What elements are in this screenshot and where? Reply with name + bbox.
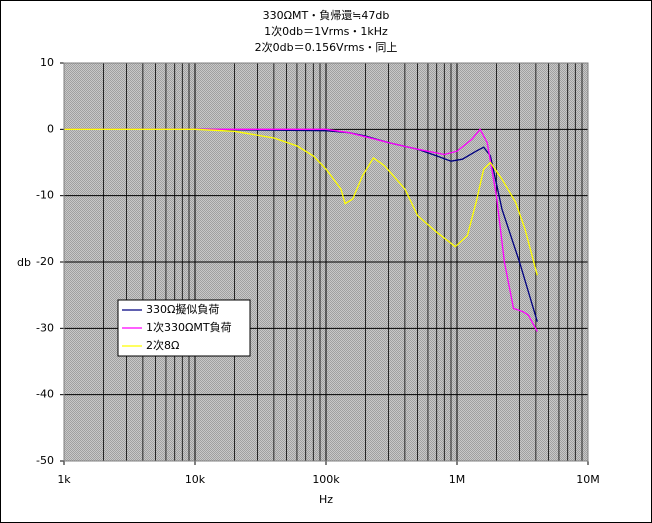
legend-label: 330Ω擬似負荷 (146, 302, 219, 316)
y-tick-label: -10 (36, 189, 54, 202)
x-tick-label: 1k (57, 473, 71, 486)
y-tick-label: 10 (40, 56, 54, 69)
y-axis-label: db (17, 256, 31, 269)
y-tick-label: -20 (36, 255, 54, 268)
chart-title: 1次0db＝1Vrms・1kHz (264, 24, 388, 38)
series-line (64, 128, 538, 276)
y-tick-label: -50 (36, 454, 54, 467)
series-line (64, 128, 538, 332)
x-axis-label: Hz (319, 493, 333, 506)
legend-label: 2次8Ω (146, 338, 179, 352)
y-tick-label: -30 (36, 321, 54, 334)
series-line (64, 128, 538, 322)
plot-frame (63, 62, 589, 462)
x-tick-label: 1M (449, 473, 466, 486)
y-tick-label: -40 (36, 388, 54, 401)
legend-label: 1次330ΩMT負荷 (146, 320, 232, 334)
y-tick-label: 0 (47, 122, 54, 135)
chart-title: 2次0db＝0.156Vrms・同上 (255, 40, 398, 54)
x-tick-label: 10M (576, 473, 600, 486)
x-tick-label: 10k (185, 473, 206, 486)
chart-title: 330ΩMT・負帰還≒47db (263, 9, 390, 22)
x-tick-label: 100k (312, 473, 340, 486)
